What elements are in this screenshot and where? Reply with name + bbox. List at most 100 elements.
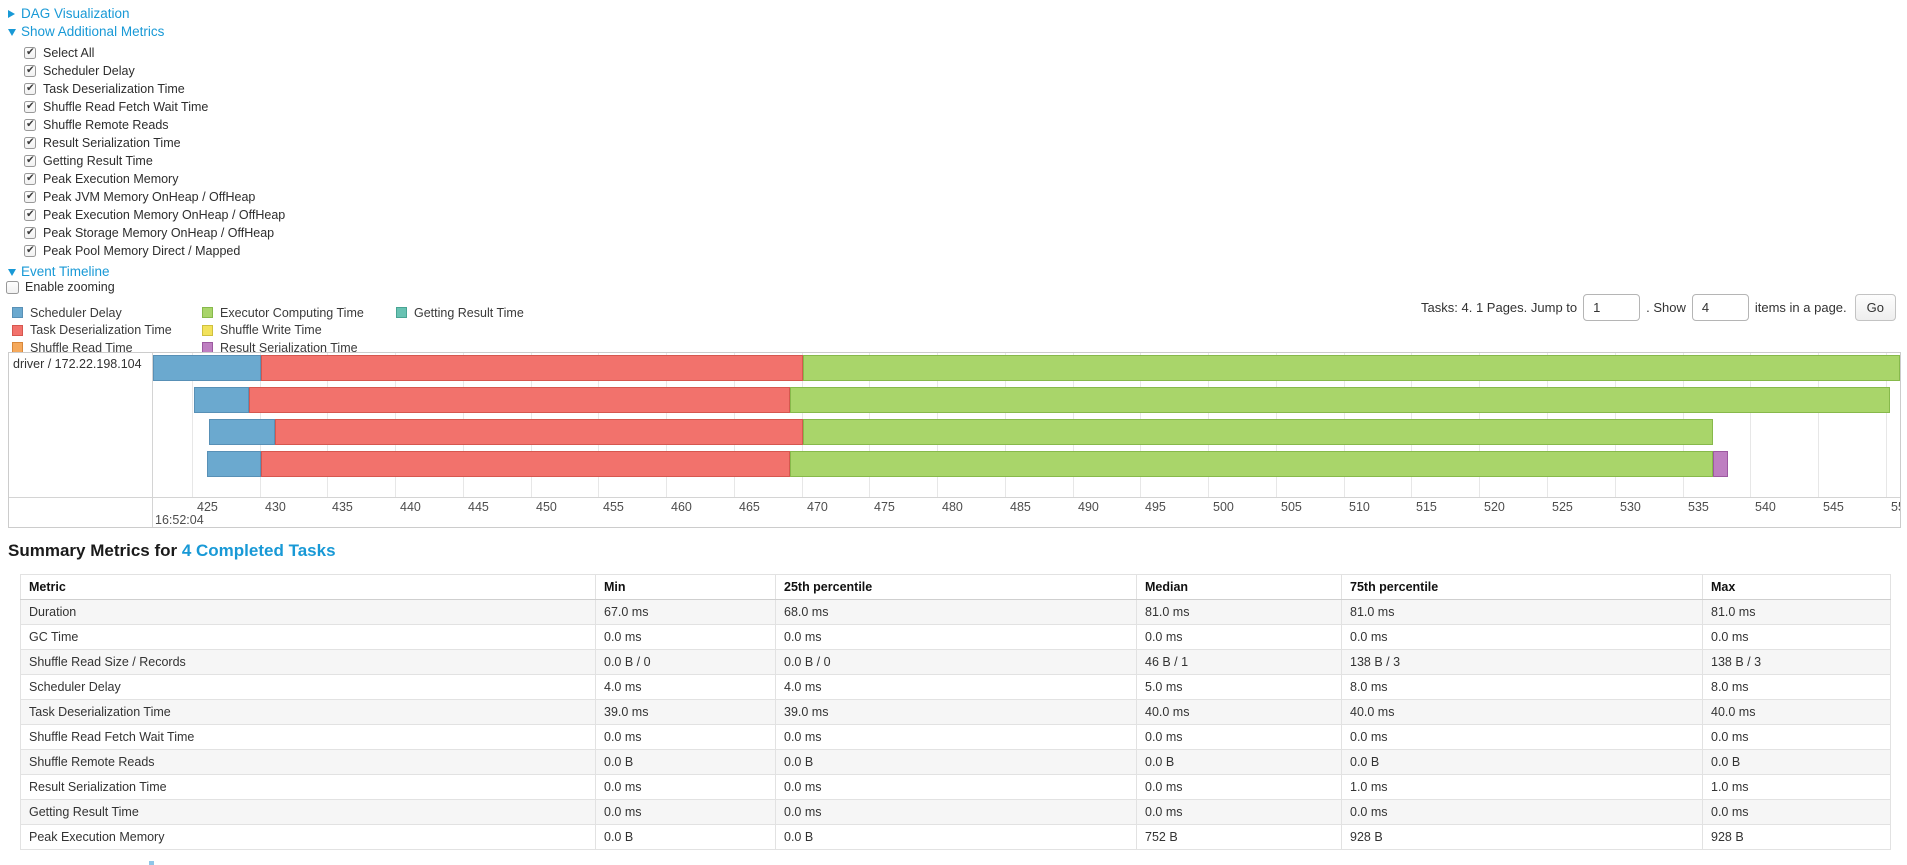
legend-label: Shuffle Read Time bbox=[30, 340, 133, 355]
timeline-tick-label: 525 bbox=[1552, 500, 1573, 514]
summary-metric-value: 39.0 ms bbox=[595, 699, 776, 725]
timeline-tick-label: 550 bbox=[1891, 500, 1900, 514]
metric-checkbox[interactable] bbox=[24, 172, 36, 185]
summary-table-row: Getting Result Time 0.0 ms 0.0 ms 0.0 ms 0.0… bbox=[20, 799, 1891, 825]
executor-computing-bar-segment[interactable] bbox=[789, 451, 1713, 477]
metric-checkbox-row: Getting Result Time bbox=[24, 152, 285, 170]
clipped-next-section-fragment bbox=[149, 861, 154, 865]
event-timeline-toggle[interactable]: Event Timeline bbox=[8, 264, 110, 279]
metric-checkbox[interactable] bbox=[24, 82, 36, 95]
metric-checkbox-label: Shuffle Read Fetch Wait Time bbox=[43, 100, 209, 114]
summary-metric-name: Shuffle Remote Reads bbox=[20, 749, 596, 775]
summary-column-header: Median bbox=[1136, 574, 1342, 600]
metric-checkbox[interactable] bbox=[24, 64, 36, 77]
timeline-tick-label: 490 bbox=[1078, 500, 1099, 514]
timeline-tick-label: 430 bbox=[265, 500, 286, 514]
metric-checkbox[interactable] bbox=[24, 46, 36, 59]
executor-computing-bar-segment[interactable] bbox=[803, 355, 1900, 381]
metric-checkbox[interactable] bbox=[24, 154, 36, 167]
scheduler-delay-bar-segment[interactable] bbox=[208, 419, 275, 445]
scheduler-delay-bar-segment[interactable] bbox=[207, 451, 262, 477]
timeline-gridline bbox=[1818, 353, 1819, 497]
summary-metric-name: Shuffle Read Fetch Wait Time bbox=[20, 724, 596, 750]
result-serialization-bar-segment[interactable] bbox=[1712, 451, 1728, 477]
enable-zooming-label: Enable zooming bbox=[25, 280, 115, 294]
scheduler-delay-legend-swatch bbox=[12, 307, 23, 319]
task-deserialization-bar-segment[interactable] bbox=[274, 419, 804, 445]
summary-metric-value: 928 B bbox=[1341, 824, 1703, 850]
summary-metric-name: Peak Execution Memory bbox=[20, 824, 596, 850]
show-additional-metrics-toggle[interactable]: Show Additional Metrics bbox=[8, 24, 164, 39]
task-deserialization-bar-segment[interactable] bbox=[261, 355, 804, 381]
metric-checkbox-label: Task Deserialization Time bbox=[43, 82, 185, 96]
summary-metric-value: 0.0 B bbox=[595, 824, 776, 850]
summary-metric-value: 0.0 B bbox=[1702, 749, 1891, 775]
metric-checkbox[interactable] bbox=[24, 244, 36, 257]
summary-metric-name: GC Time bbox=[20, 624, 596, 650]
legend-item: Task Deserialization Time bbox=[12, 322, 172, 340]
timeline-major-time-label: 16:52:04 bbox=[155, 513, 204, 527]
timeline-tick-label: 530 bbox=[1620, 500, 1641, 514]
metric-checkbox[interactable] bbox=[24, 100, 36, 113]
summary-metric-value: 0.0 B bbox=[775, 749, 1137, 775]
metric-checkbox-label: Peak Execution Memory bbox=[43, 172, 179, 186]
enable-zooming-row: Enable zooming bbox=[6, 280, 115, 294]
metric-checkbox-label: Shuffle Remote Reads bbox=[43, 118, 169, 132]
metric-checkbox-label: Peak JVM Memory OnHeap / OffHeap bbox=[43, 190, 256, 204]
metric-checkbox[interactable] bbox=[24, 136, 36, 149]
enable-zooming-checkbox[interactable] bbox=[6, 280, 19, 294]
scheduler-delay-bar-segment[interactable] bbox=[153, 355, 262, 381]
summary-metric-value: 0.0 ms bbox=[1341, 799, 1703, 825]
summary-metric-value: 81.0 ms bbox=[1136, 599, 1342, 625]
timeline-gridline bbox=[192, 353, 193, 497]
items-per-page-input[interactable] bbox=[1691, 294, 1749, 321]
legend-label: Scheduler Delay bbox=[30, 305, 122, 320]
metric-checkbox[interactable] bbox=[24, 226, 36, 239]
jump-to-page-input[interactable] bbox=[1583, 294, 1641, 321]
timeline-tick-label: 535 bbox=[1688, 500, 1709, 514]
timeline-axis-line bbox=[9, 497, 1900, 498]
summary-metric-value: 40.0 ms bbox=[1136, 699, 1342, 725]
metric-checkbox-row: Result Serialization Time bbox=[24, 134, 285, 152]
summary-metric-value: 40.0 ms bbox=[1341, 699, 1703, 725]
summary-metric-value: 0.0 ms bbox=[775, 624, 1137, 650]
metric-checkbox-row: Shuffle Remote Reads bbox=[24, 116, 285, 134]
timeline-tick-label: 465 bbox=[739, 500, 760, 514]
metric-checkbox-row: Task Deserialization Time bbox=[24, 80, 285, 98]
scheduler-delay-bar-segment[interactable] bbox=[193, 387, 250, 413]
task-pagination: Tasks: 4. 1 Pages. Jump to . Show items … bbox=[1421, 294, 1896, 321]
executor-computing-bar-segment[interactable] bbox=[789, 387, 1891, 413]
metric-checkbox[interactable] bbox=[24, 208, 36, 221]
completed-tasks-link[interactable]: 4 Completed Tasks bbox=[181, 541, 336, 560]
summary-metric-value: 5.0 ms bbox=[1136, 674, 1342, 700]
metric-checkbox-row: Peak JVM Memory OnHeap / OffHeap bbox=[24, 188, 285, 206]
summary-column-header: Min bbox=[595, 574, 776, 600]
timeline-label-divider bbox=[152, 353, 153, 527]
summary-metric-value: 0.0 ms bbox=[595, 774, 776, 800]
shuffle-write-legend-swatch bbox=[202, 324, 213, 336]
dag-visualization-toggle[interactable]: DAG Visualization bbox=[8, 6, 130, 21]
task-deserialization-bar-segment[interactable] bbox=[261, 451, 790, 477]
summary-title-prefix: Summary Metrics for bbox=[8, 541, 182, 560]
summary-metric-value: 8.0 ms bbox=[1341, 674, 1703, 700]
metric-checkbox[interactable] bbox=[24, 118, 36, 131]
summary-metric-value: 4.0 ms bbox=[775, 674, 1137, 700]
timeline-tick-label: 475 bbox=[874, 500, 895, 514]
metric-checkbox[interactable] bbox=[24, 190, 36, 203]
timeline-tick-label: 460 bbox=[671, 500, 692, 514]
show-text: . Show bbox=[1646, 300, 1686, 315]
summary-metric-name: Result Serialization Time bbox=[20, 774, 596, 800]
legend-item: Scheduler Delay bbox=[12, 304, 172, 322]
executor-computing-bar-segment[interactable] bbox=[803, 419, 1713, 445]
timeline-tick-label: 540 bbox=[1755, 500, 1776, 514]
summary-metric-value: 0.0 B / 0 bbox=[595, 649, 776, 675]
timeline-tick-label: 545 bbox=[1823, 500, 1844, 514]
show-additional-metrics-label: Show Additional Metrics bbox=[21, 24, 165, 39]
legend-item: Getting Result Time bbox=[396, 304, 524, 322]
summary-metric-value: 0.0 ms bbox=[1702, 724, 1891, 750]
task-deserialization-bar-segment[interactable] bbox=[249, 387, 790, 413]
summary-metric-value: 0.0 B bbox=[775, 824, 1137, 850]
go-button[interactable]: Go bbox=[1854, 294, 1896, 321]
summary-metric-value: 0.0 B bbox=[1341, 749, 1703, 775]
metric-checkbox-row: Select All bbox=[24, 44, 285, 62]
